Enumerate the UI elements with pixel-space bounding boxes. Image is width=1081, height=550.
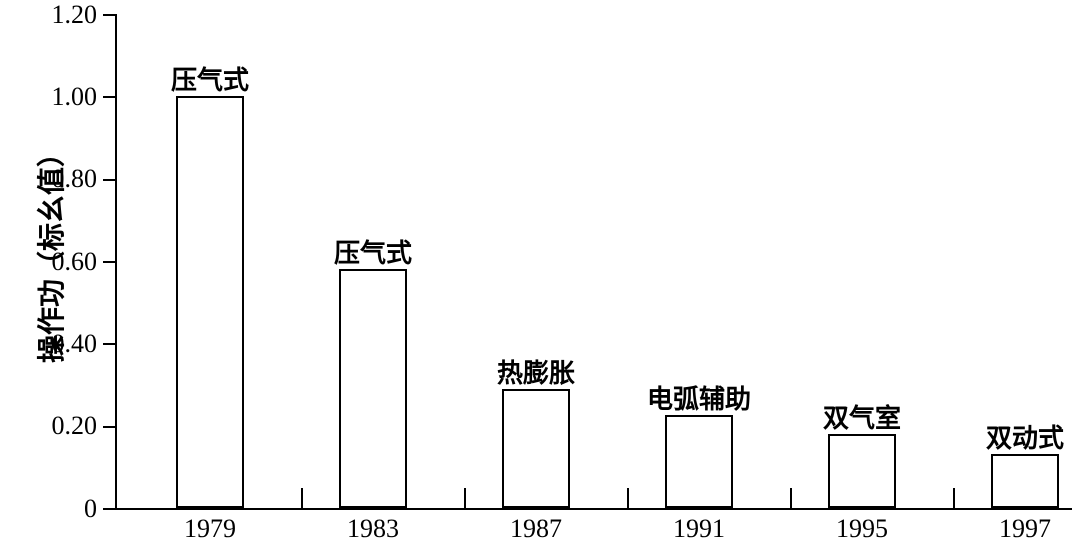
bar-label: 双动式	[980, 418, 1071, 455]
bar-label: 电弧辅助	[641, 379, 758, 416]
y-tick	[103, 14, 117, 16]
x-tick-label: 1979	[170, 514, 250, 544]
bar	[991, 454, 1059, 508]
x-axis-line	[115, 508, 1072, 510]
y-tick	[103, 343, 117, 345]
y-tick	[103, 508, 117, 510]
bar-label: 双气室	[817, 398, 908, 435]
x-minor-tick	[627, 488, 629, 508]
bar	[828, 434, 896, 508]
chart-root: 00.200.400.600.801.001.20操作功（标幺值）压气式1979…	[0, 0, 1081, 550]
bar	[502, 389, 570, 508]
bar	[665, 415, 733, 508]
x-minor-tick	[790, 488, 792, 508]
y-tick-label: 0.20	[52, 411, 98, 441]
bar-label: 压气式	[328, 233, 419, 270]
y-tick-label: 1.00	[52, 82, 98, 112]
x-tick-label: 1997	[985, 514, 1065, 544]
bar-label: 压气式	[165, 60, 256, 97]
y-tick-label: 0	[84, 494, 97, 524]
x-tick-label: 1987	[496, 514, 576, 544]
x-tick-label: 1995	[822, 514, 902, 544]
bar	[176, 96, 244, 508]
bar	[339, 269, 407, 508]
bar-label: 热膨胀	[491, 353, 582, 390]
y-tick	[103, 261, 117, 263]
y-axis-title: 操作功（标幺值）	[30, 139, 70, 363]
y-tick-label: 1.20	[52, 0, 98, 30]
y-tick	[103, 426, 117, 428]
x-minor-tick	[464, 488, 466, 508]
x-minor-tick	[953, 488, 955, 508]
y-tick	[103, 96, 117, 98]
x-tick-label: 1991	[659, 514, 739, 544]
x-tick-label: 1983	[333, 514, 413, 544]
x-minor-tick	[301, 488, 303, 508]
y-tick	[103, 179, 117, 181]
